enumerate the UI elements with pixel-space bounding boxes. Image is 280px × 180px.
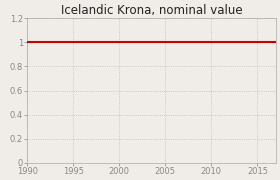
Title: Icelandic Krona, nominal value: Icelandic Krona, nominal value [61, 4, 242, 17]
